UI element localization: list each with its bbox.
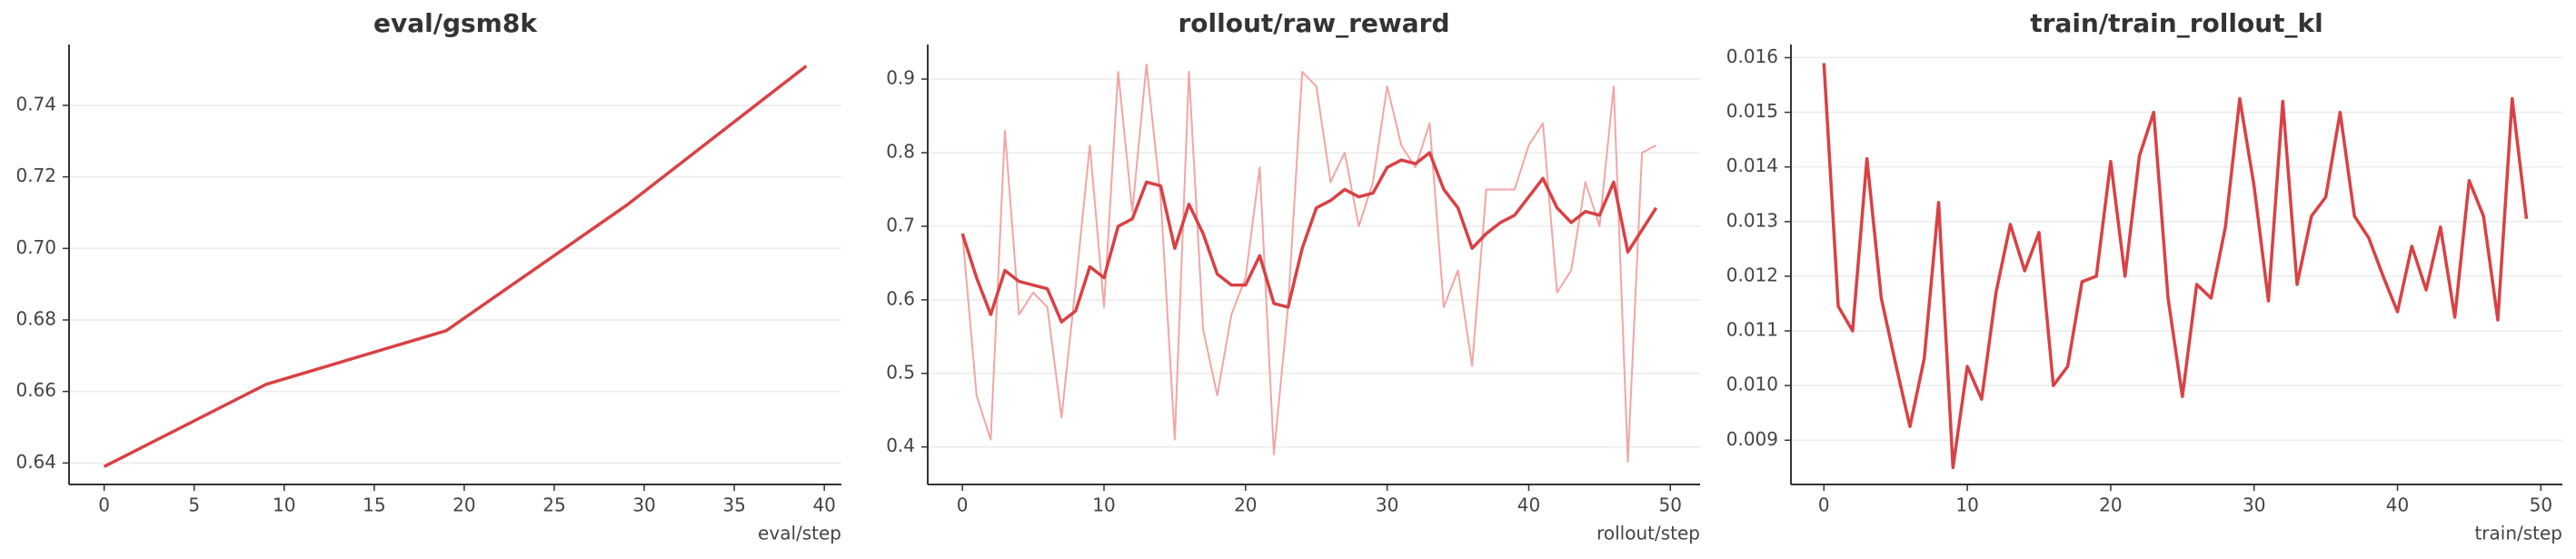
x-tick-label: 40 xyxy=(812,494,835,516)
y-tick-label: 0.8 xyxy=(886,140,915,162)
chart-title: eval/gsm8k xyxy=(373,8,538,38)
x-tick-label: 20 xyxy=(453,494,475,516)
series-line xyxy=(961,63,1657,463)
x-tick-label: 10 xyxy=(1092,494,1115,516)
x-tick-label: 10 xyxy=(273,494,295,516)
y-tick-label: 0.9 xyxy=(886,67,915,89)
x-tick-label: 0 xyxy=(957,494,969,516)
y-tick-label: 0.74 xyxy=(15,93,56,115)
y-tick-label: 0.009 xyxy=(1726,428,1778,450)
y-tick-label: 0.64 xyxy=(15,451,56,473)
x-tick-label: 0 xyxy=(1818,494,1830,516)
y-tick-label: 0.013 xyxy=(1726,209,1778,231)
y-tick-label: 0.010 xyxy=(1726,374,1778,395)
y-tick-label: 0.7 xyxy=(886,214,915,235)
y-tick-label: 0.014 xyxy=(1726,155,1778,176)
x-tick-label: 5 xyxy=(188,494,200,516)
x-axis-label: train/step xyxy=(2474,523,2562,544)
y-tick-label: 0.72 xyxy=(15,165,56,186)
y-tick-label: 0.015 xyxy=(1726,100,1778,122)
y-tick-label: 0.68 xyxy=(15,307,56,329)
y-tick-label: 0.6 xyxy=(886,287,915,309)
y-tick-label: 0.012 xyxy=(1726,264,1778,285)
y-tick-label: 0.016 xyxy=(1726,45,1778,67)
x-tick-label: 0 xyxy=(98,494,110,516)
series-line xyxy=(103,65,808,468)
x-tick-label: 40 xyxy=(2386,494,2409,516)
x-tick-label: 25 xyxy=(542,494,565,516)
chart-title: rollout/raw_reward xyxy=(1178,8,1449,38)
x-tick-label: 50 xyxy=(2530,494,2552,516)
y-tick-label: 0.5 xyxy=(886,361,915,383)
x-tick-label: 35 xyxy=(722,494,745,516)
x-tick-label: 30 xyxy=(632,494,655,516)
y-tick-label: 0.66 xyxy=(15,379,56,401)
x-tick-label: 40 xyxy=(1517,494,1540,516)
y-tick-label: 0.4 xyxy=(886,434,915,456)
x-axis-label: eval/step xyxy=(758,523,841,544)
y-tick-label: 0.011 xyxy=(1726,319,1778,341)
x-tick-label: 20 xyxy=(1234,494,1257,516)
series-line xyxy=(1822,63,2529,470)
chart-title: train/train_rollout_kl xyxy=(2030,8,2322,38)
x-tick-label: 30 xyxy=(1376,494,1398,516)
x-axis-label: rollout/step xyxy=(1596,523,1700,544)
x-tick-label: 15 xyxy=(363,494,385,516)
x-tick-label: 30 xyxy=(2243,494,2265,516)
x-tick-label: 50 xyxy=(1659,494,1682,516)
x-tick-label: 20 xyxy=(2099,494,2122,516)
series-line xyxy=(960,151,1658,324)
y-tick-label: 0.70 xyxy=(15,236,56,258)
x-tick-label: 10 xyxy=(1955,494,1978,516)
